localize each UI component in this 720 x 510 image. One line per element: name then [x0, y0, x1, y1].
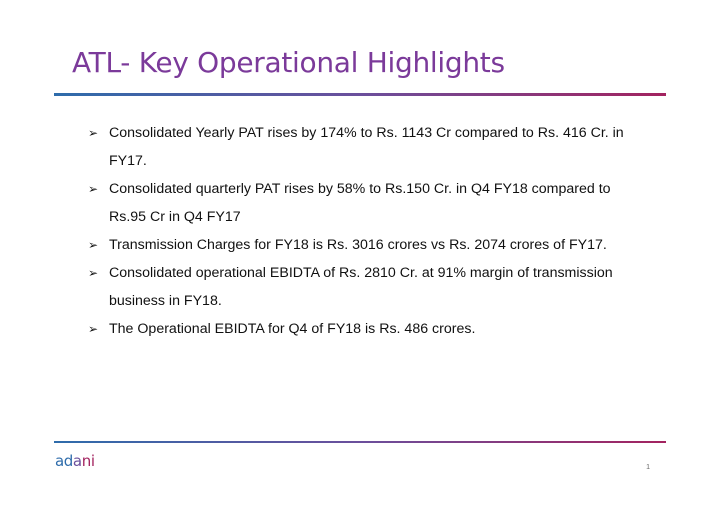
bullet-text: The Operational EBIDTA for Q4 of FY18 is… — [109, 321, 476, 337]
adani-logo: adani — [55, 451, 95, 471]
bullet-text: Consolidated quarterly PAT rises by 58% … — [109, 181, 611, 225]
bullet-item-4: ➢ Consolidated operational EBIDTA of Rs.… — [88, 259, 648, 315]
arrow-bullet-icon: ➢ — [88, 182, 99, 196]
logo-part-3: ni — [81, 452, 95, 470]
arrow-bullet-icon: ➢ — [88, 238, 99, 252]
footer-divider — [54, 441, 666, 443]
page-number: 1 — [646, 464, 650, 471]
logo-part-2: a — [72, 452, 82, 470]
slide-title: ATL- Key Operational Highlights — [72, 46, 505, 79]
arrow-bullet-icon: ➢ — [88, 126, 99, 140]
bullet-text: Consolidated operational EBIDTA of Rs. 2… — [109, 265, 613, 309]
bullet-text: Consolidated Yearly PAT rises by 174% to… — [109, 125, 624, 169]
highlights-list: ➢ Consolidated Yearly PAT rises by 174% … — [88, 119, 648, 343]
bullet-item-3: ➢ Transmission Charges for FY18 is Rs. 3… — [88, 231, 648, 259]
arrow-bullet-icon: ➢ — [88, 266, 99, 280]
logo-part-1: ad — [55, 452, 73, 470]
bullet-item-2: ➢ Consolidated quarterly PAT rises by 58… — [88, 175, 648, 231]
title-divider — [54, 93, 666, 96]
bullet-text: Transmission Charges for FY18 is Rs. 301… — [109, 237, 607, 253]
bullet-item-1: ➢ Consolidated Yearly PAT rises by 174% … — [88, 119, 648, 175]
arrow-bullet-icon: ➢ — [88, 322, 99, 336]
bullet-item-5: ➢ The Operational EBIDTA for Q4 of FY18 … — [88, 315, 648, 343]
